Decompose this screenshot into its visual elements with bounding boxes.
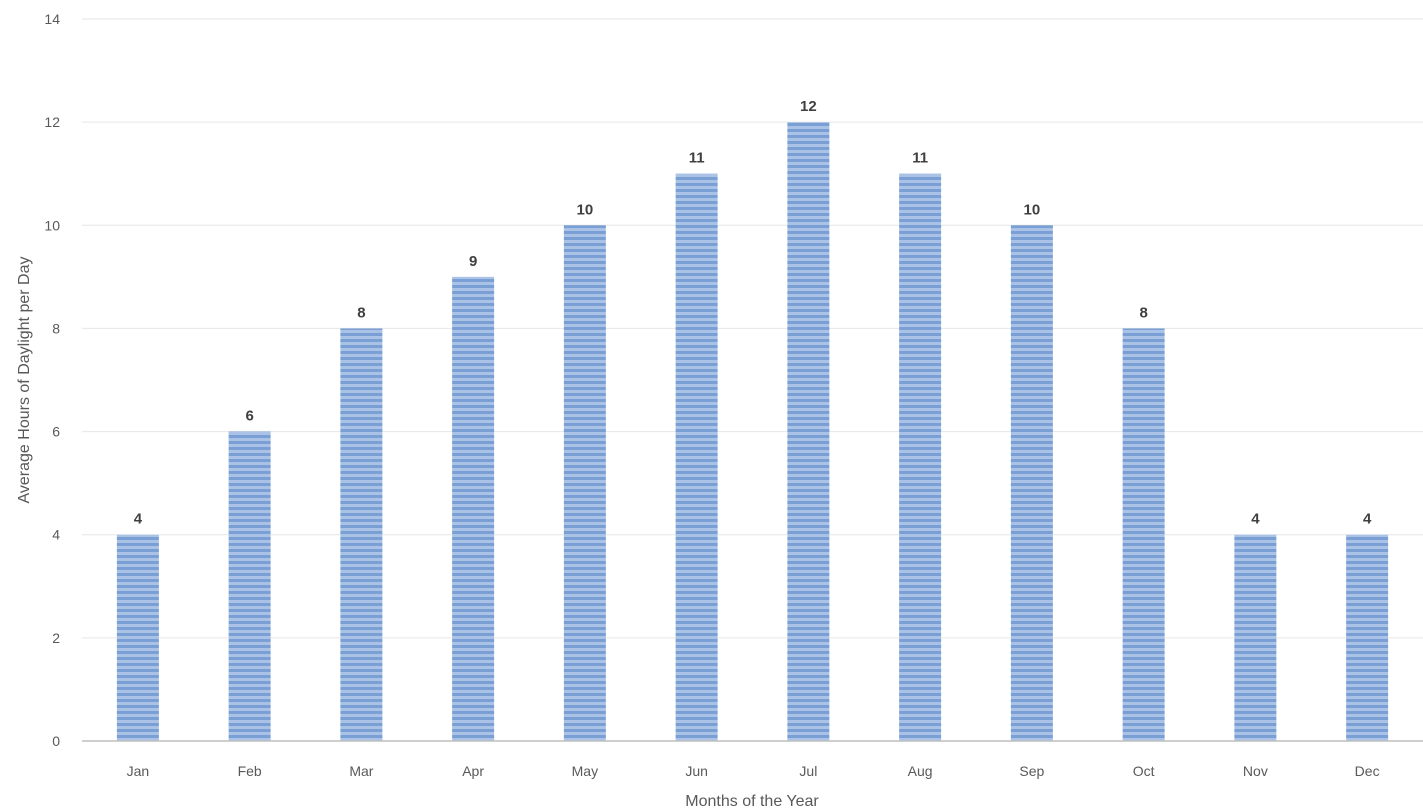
- bars: [116, 122, 1389, 742]
- bar-mar: [340, 328, 383, 741]
- x-tick-label: Jun: [685, 763, 708, 779]
- data-label: 8: [1139, 304, 1147, 321]
- x-tick-label: Aug: [908, 763, 933, 779]
- x-tick-label: Sep: [1019, 763, 1044, 779]
- data-label: 4: [1251, 511, 1260, 528]
- data-label: 8: [357, 304, 365, 321]
- bar-aug: [899, 173, 942, 741]
- y-tick-label: 2: [52, 630, 60, 646]
- y-tick-label: 12: [44, 114, 60, 130]
- bar-sep: [1010, 225, 1053, 742]
- data-label: 10: [1024, 201, 1041, 218]
- data-label: 11: [912, 150, 928, 167]
- y-axis-title: Average Hours of Daylight per Day: [16, 257, 33, 504]
- bar-oct: [1122, 328, 1165, 741]
- x-axis-title: Months of the Year: [685, 793, 819, 810]
- x-tick-label: May: [572, 763, 598, 779]
- bar-jul: [787, 122, 830, 741]
- y-tick-label: 10: [44, 217, 60, 233]
- x-tick-label: Feb: [238, 763, 262, 779]
- x-tick-label: Jan: [127, 763, 150, 779]
- bar-dec: [1346, 534, 1389, 741]
- x-tick-label: Jul: [799, 763, 817, 779]
- y-tick-label: 4: [52, 527, 60, 543]
- y-tick-label: 6: [52, 424, 60, 440]
- x-tick-label: Dec: [1355, 763, 1380, 779]
- data-label: 4: [134, 511, 143, 528]
- data-label: 11: [689, 150, 705, 167]
- bar-jun: [675, 173, 718, 741]
- bar-apr: [452, 276, 495, 741]
- bar-may: [563, 225, 606, 742]
- y-tick-label: 8: [52, 320, 60, 336]
- data-labels: 4 6 8 9 10 11 12 11 10 8 4 4: [134, 98, 1372, 528]
- x-tick-label: Apr: [462, 763, 484, 779]
- x-tick-label: Nov: [1243, 763, 1268, 779]
- bar-feb: [228, 431, 271, 741]
- x-tick-label: Oct: [1133, 763, 1155, 779]
- bar-jan: [116, 534, 159, 741]
- data-label: 12: [800, 98, 817, 115]
- gridlines: [82, 18, 1423, 639]
- y-tick-label: 0: [52, 733, 60, 749]
- x-tick-label: Mar: [349, 763, 373, 779]
- x-axis-ticks: Jan Feb Mar Apr May Jun Jul Aug Sep Oct Nov Dec: [127, 763, 1380, 779]
- y-tick-label: 14: [44, 11, 60, 27]
- data-label: 10: [577, 201, 594, 218]
- data-label: 4: [1363, 511, 1372, 528]
- data-label: 6: [245, 408, 253, 425]
- y-axis-ticks: 0 2 4 6 8 10 12 14: [44, 11, 60, 749]
- data-label: 9: [469, 253, 477, 270]
- bar-nov: [1234, 534, 1277, 741]
